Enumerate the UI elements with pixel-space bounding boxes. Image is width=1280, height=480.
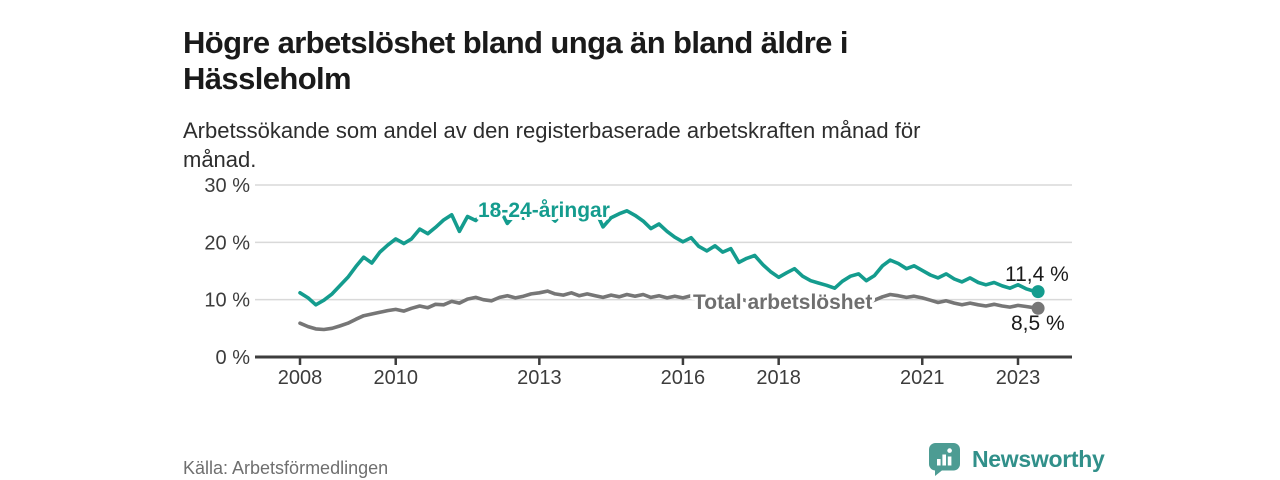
exclamation-dot	[947, 448, 952, 453]
grid-layer: 30 % 20 % 10 % 0 %	[204, 175, 1072, 369]
youth-series-line	[298, 206, 1040, 307]
youth-end-dot	[1031, 285, 1045, 299]
page-subtitle: Arbetssökande som andel av den registerb…	[183, 118, 921, 172]
x-axis: 2008 2010 2013 2016 2018 2021 2023	[255, 355, 1072, 389]
x-tick-label: 2010	[373, 367, 418, 389]
x-tick-label: 2008	[278, 367, 323, 389]
total-series-label: Total arbetslöshet	[693, 291, 872, 314]
x-tick-label: 2023	[996, 367, 1041, 389]
youth-series-label: 18-24-åringar	[478, 199, 610, 222]
y-tick-label: 30 %	[204, 175, 250, 197]
page-title: Högre arbetslöshet bland unga än bland ä…	[183, 24, 848, 96]
bar-2	[942, 454, 946, 466]
y-tick-label: 10 %	[204, 290, 250, 312]
bar-3-exclamation	[947, 456, 952, 466]
x-tick-label: 2016	[661, 367, 706, 389]
youth-end-value-label: 11,4 %	[1005, 263, 1069, 286]
newsworthy-logo[interactable]: Newsworthy	[926, 442, 1105, 477]
total-end-value-label: 8,5 %	[1011, 312, 1065, 335]
x-tick-label: 2013	[517, 367, 562, 389]
newsworthy-speech-bubble-bar-chart-icon	[929, 443, 960, 476]
x-tick-label: 2021	[900, 367, 945, 389]
total-series-line	[298, 289, 1040, 332]
brand-name: Newsworthy	[972, 446, 1105, 472]
x-tick-label: 2018	[756, 367, 801, 389]
y-tick-label: 20 %	[204, 232, 250, 254]
bar-1	[937, 459, 941, 466]
total-end-dot	[1031, 301, 1045, 315]
source-attribution: Källa: Arbetsförmedlingen	[183, 458, 389, 478]
y-tick-label: 0 %	[216, 347, 251, 369]
